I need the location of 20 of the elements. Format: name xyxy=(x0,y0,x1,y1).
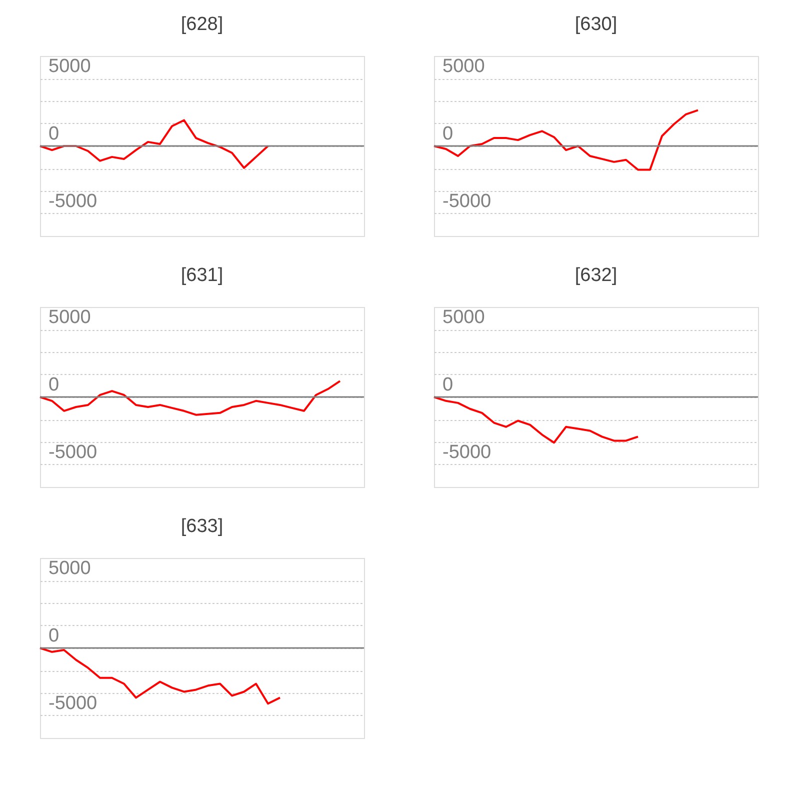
chart-title: [631] xyxy=(180,265,224,286)
chart-title: [628] xyxy=(180,14,224,35)
y-tick-label: -5000 xyxy=(442,442,492,463)
y-tick-label: 5000 xyxy=(48,307,91,328)
chart-title: [633] xyxy=(180,516,224,537)
chart-title: [632] xyxy=(574,265,618,286)
y-tick-label: -5000 xyxy=(48,692,98,714)
y-tick-label: -5000 xyxy=(48,442,98,463)
y-tick-label: 5000 xyxy=(442,56,485,78)
y-tick-label: 5000 xyxy=(48,56,91,78)
y-tick-label: -5000 xyxy=(48,190,98,212)
y-tick-label: 0 xyxy=(48,124,60,144)
chart-title: [630] xyxy=(574,14,618,35)
y-tick-label: 0 xyxy=(48,374,60,396)
y-tick-label: 5000 xyxy=(442,307,485,328)
y-tick-label: 0 xyxy=(442,374,454,396)
y-tick-label: 5000 xyxy=(48,558,91,580)
y-tick-label: 0 xyxy=(442,124,454,144)
y-tick-label: 0 xyxy=(48,626,60,646)
y-tick-label: -5000 xyxy=(442,190,492,212)
